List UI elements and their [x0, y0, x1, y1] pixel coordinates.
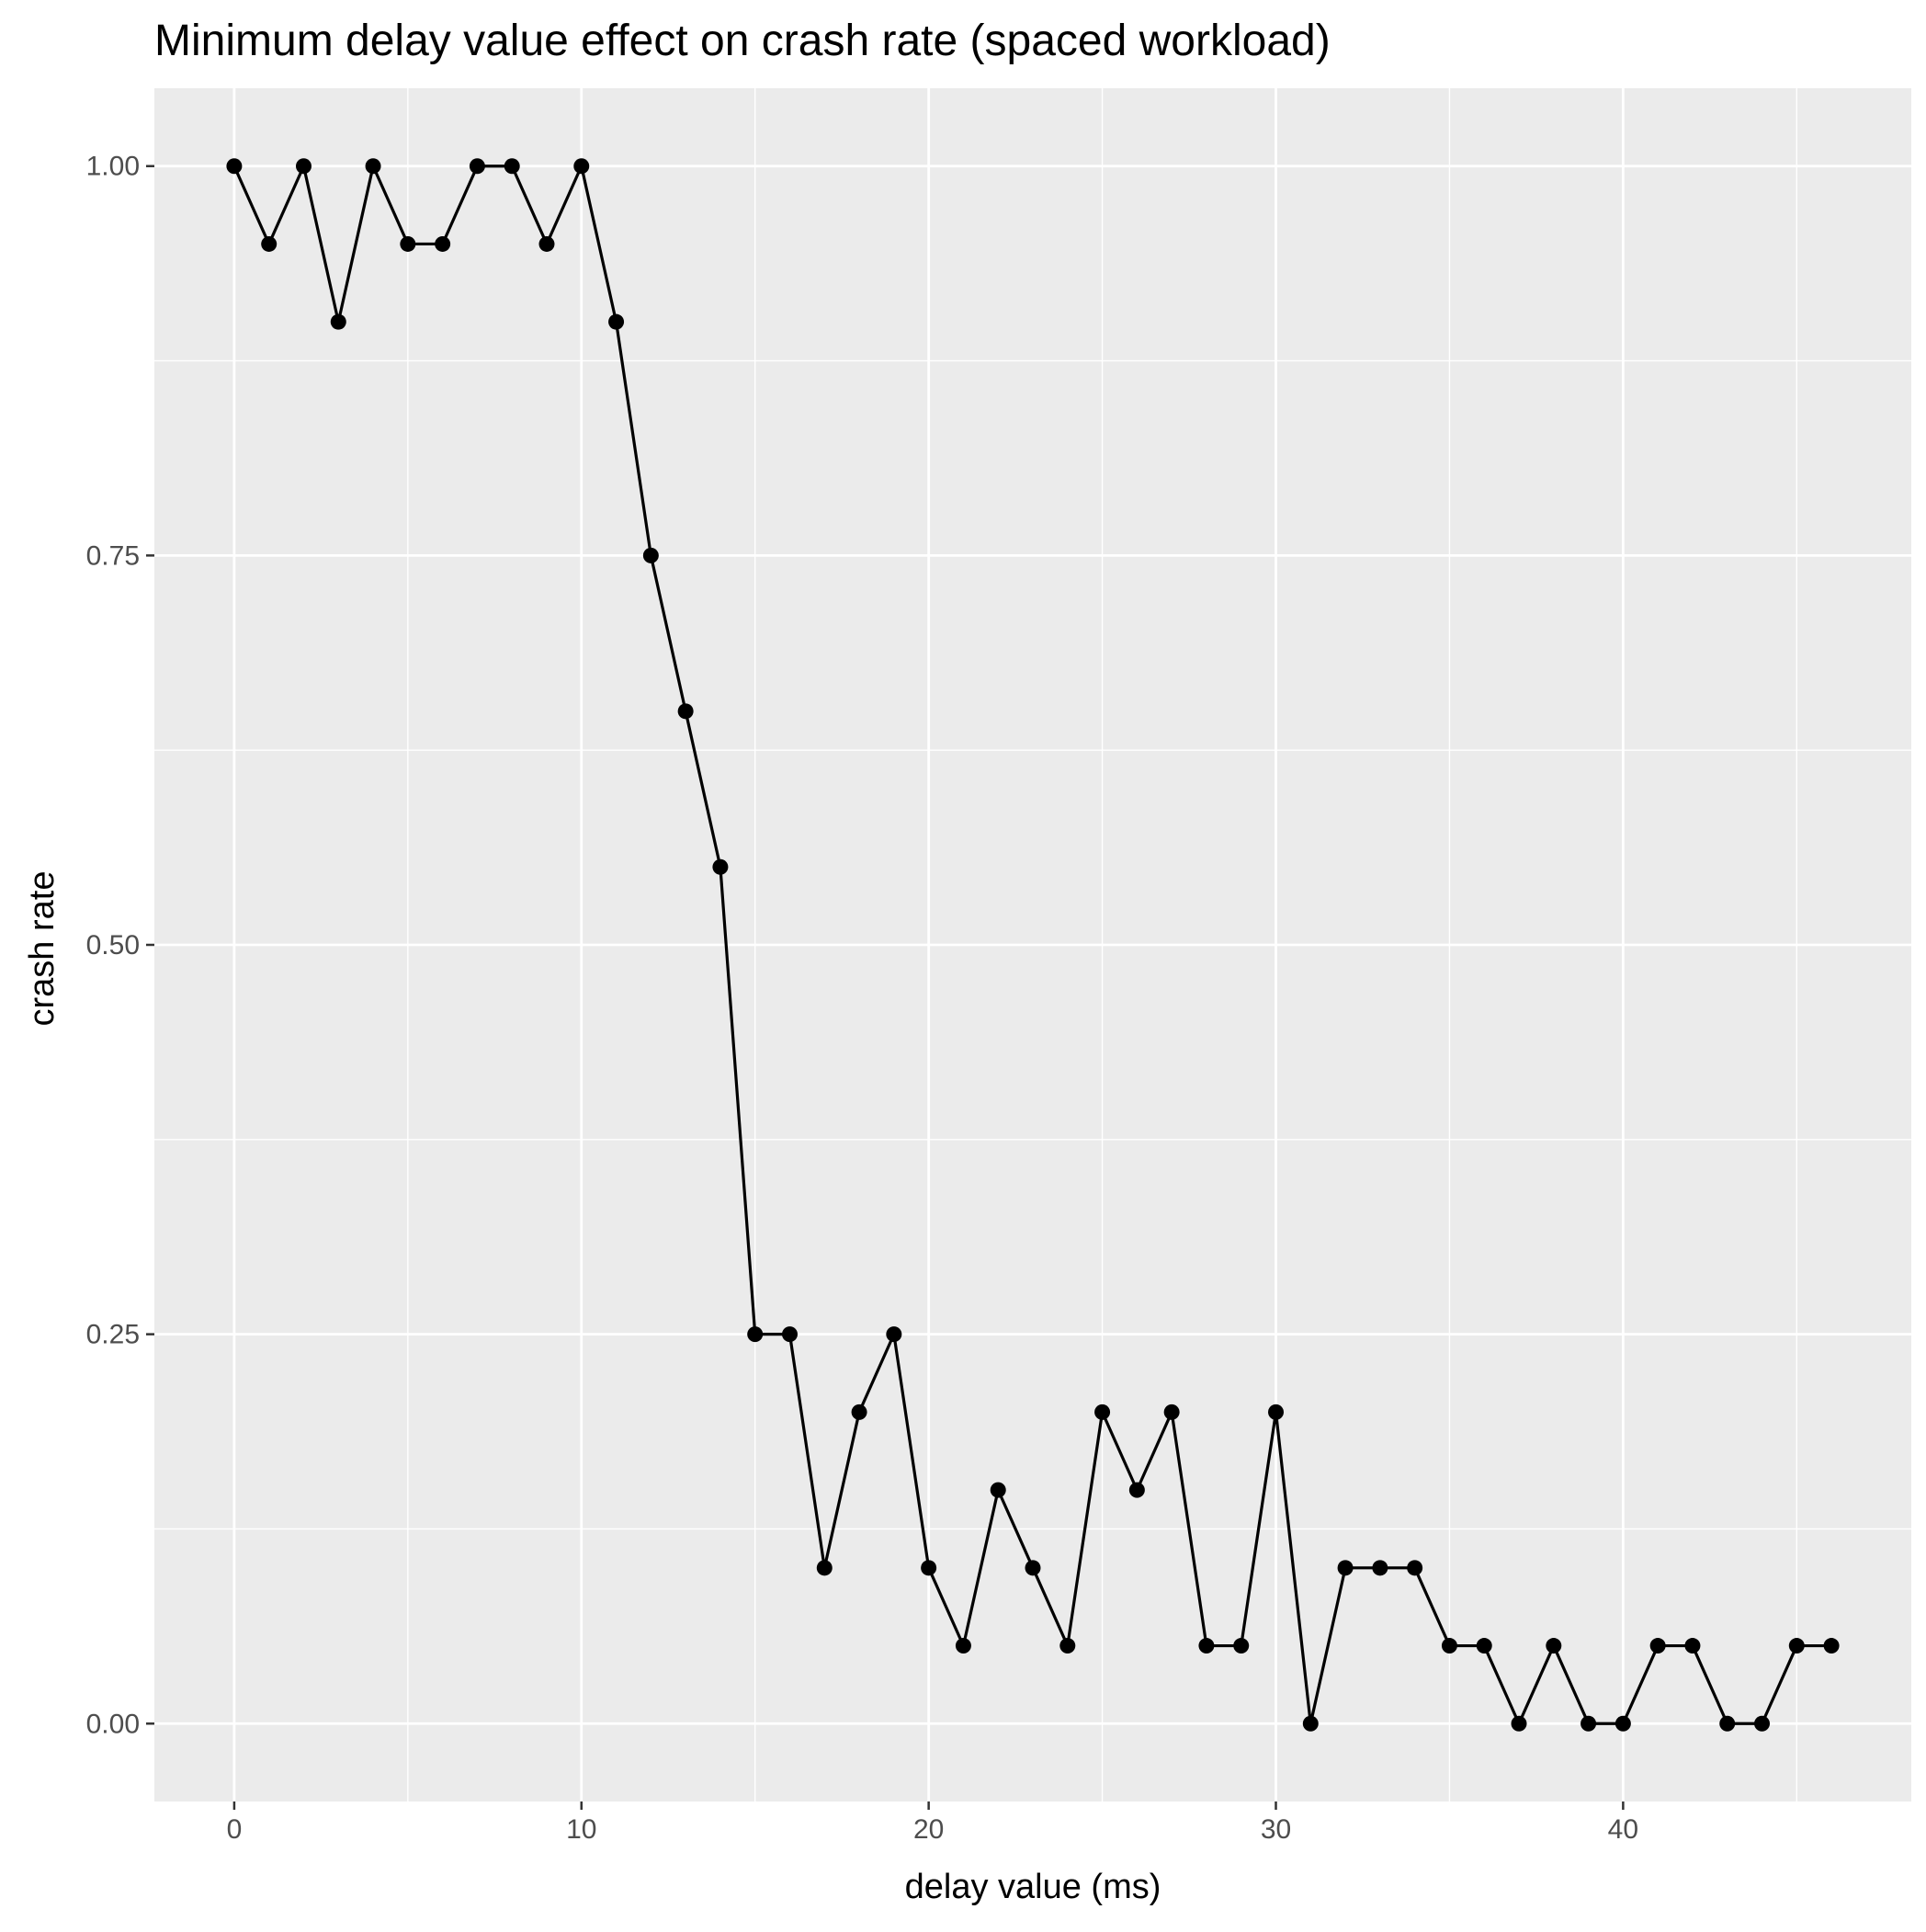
x-tick-label: 20	[913, 1814, 944, 1845]
chart-title: Minimum delay value effect on crash rate…	[154, 17, 1331, 65]
data-point	[295, 158, 312, 175]
data-point	[538, 235, 555, 252]
data-point	[851, 1404, 867, 1420]
data-point	[712, 858, 729, 875]
data-point	[1441, 1638, 1457, 1654]
y-tick-label: 0.75	[86, 540, 140, 571]
data-point	[1614, 1715, 1631, 1732]
data-point	[1719, 1715, 1736, 1732]
data-point	[1233, 1638, 1250, 1654]
data-point	[1649, 1638, 1666, 1654]
data-point	[1476, 1638, 1492, 1654]
data-point	[816, 1560, 833, 1576]
data-point	[642, 547, 659, 563]
data-point	[1128, 1482, 1145, 1498]
x-axis-title: delay value (ms)	[905, 1868, 1161, 1906]
data-point	[955, 1638, 971, 1654]
data-point	[1372, 1560, 1388, 1576]
data-point	[1684, 1638, 1701, 1654]
data-point	[469, 158, 485, 175]
data-point	[1059, 1638, 1076, 1654]
axis-ticks	[146, 165, 1625, 1810]
data-point	[226, 158, 243, 175]
data-point	[330, 313, 346, 330]
y-tick-label: 1.00	[86, 152, 140, 182]
data-point	[1268, 1404, 1285, 1420]
x-axis-tick-labels: 0 10 20 30 40	[227, 1814, 1638, 1845]
data-point	[921, 1560, 937, 1576]
y-axis-tick-labels: 0.00 0.25 0.50 0.75 1.00	[86, 152, 140, 1740]
data-point	[1788, 1638, 1805, 1654]
y-tick-label: 0.00	[86, 1709, 140, 1739]
data-point	[1511, 1715, 1527, 1732]
data-point	[1025, 1560, 1041, 1576]
data-point	[1198, 1638, 1215, 1654]
data-point	[1407, 1560, 1423, 1576]
series-layer	[226, 158, 1840, 1732]
data-point	[1337, 1560, 1354, 1576]
x-tick-label: 0	[227, 1814, 243, 1845]
data-point	[261, 235, 278, 252]
x-tick-label: 10	[566, 1814, 596, 1845]
major-gridlines	[154, 88, 1911, 1801]
data-point	[400, 235, 416, 252]
x-tick-label: 30	[1261, 1814, 1291, 1845]
data-point	[747, 1326, 764, 1343]
data-point	[1546, 1638, 1562, 1654]
data-point	[886, 1326, 902, 1343]
y-axis-title: crash rate	[23, 871, 62, 1027]
data-point	[1302, 1715, 1319, 1732]
data-point	[990, 1482, 1006, 1498]
data-point	[1094, 1404, 1111, 1420]
data-point	[781, 1326, 798, 1343]
data-point	[504, 158, 520, 175]
data-point	[1754, 1715, 1771, 1732]
y-tick-label: 0.25	[86, 1320, 140, 1350]
data-point	[1580, 1715, 1597, 1732]
x-tick-label: 40	[1608, 1814, 1638, 1845]
data-point	[1163, 1404, 1180, 1420]
data-point	[365, 158, 381, 175]
y-tick-label: 0.50	[86, 930, 140, 960]
data-point	[1823, 1638, 1840, 1654]
data-point	[608, 313, 625, 330]
data-point	[435, 235, 451, 252]
data-point	[677, 703, 694, 720]
data-point	[573, 158, 590, 175]
